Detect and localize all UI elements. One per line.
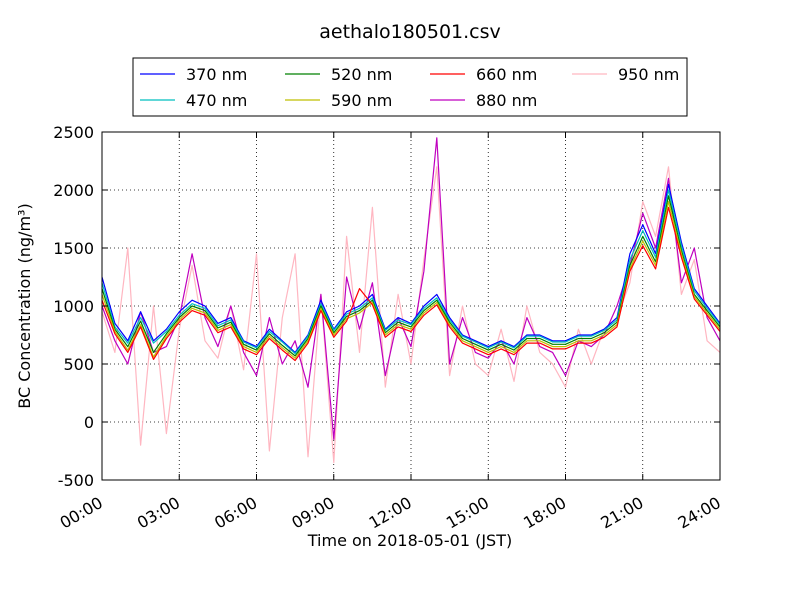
x-tick-label: 12:00 <box>366 493 415 533</box>
series-line-660-nm <box>102 206 720 362</box>
x-axis-label: Time on 2018-05-01 (JST) <box>307 531 512 550</box>
y-axis-label: BC Concentration (ng/m³) <box>15 203 34 408</box>
x-tick-label: 24:00 <box>675 493 724 533</box>
x-tick-label: 06:00 <box>211 493 260 533</box>
y-tick-label: 0 <box>84 413 94 432</box>
x-tick-label: 09:00 <box>288 493 337 533</box>
plot-border <box>101 131 721 481</box>
y-tick-label: 2000 <box>53 181 94 200</box>
legend-label: 590 nm <box>331 91 392 110</box>
legend-label: 520 nm <box>331 65 392 84</box>
x-tick-label: 15:00 <box>443 493 492 533</box>
series-layer <box>102 137 720 464</box>
legend-label: 370 nm <box>186 65 247 84</box>
legend: 370 nm 470 nm 520 nm 590 nm 660 nm 880 nm 950 … <box>132 57 688 117</box>
x-tick-label: 00:00 <box>57 493 106 533</box>
legend-label: 880 nm <box>476 91 537 110</box>
y-tick-label: 2500 <box>53 123 94 142</box>
x-tick-label: 03:00 <box>134 493 183 533</box>
y-tick-label: -500 <box>58 471 94 490</box>
y-tick-label: 1000 <box>53 297 94 316</box>
y-tick-label: 500 <box>63 355 94 374</box>
x-tick-label: 21:00 <box>597 493 646 533</box>
x-tick-label: 18:00 <box>520 493 569 533</box>
series-line-880-nm <box>102 137 720 440</box>
legend-box <box>132 57 688 117</box>
y-tick-label: 1500 <box>53 239 94 258</box>
legend-label: 470 nm <box>186 91 247 110</box>
chart-title: aethalo180501.csv <box>319 21 501 43</box>
legend-label: 950 nm <box>618 65 679 84</box>
legend-label: 660 nm <box>476 65 537 84</box>
